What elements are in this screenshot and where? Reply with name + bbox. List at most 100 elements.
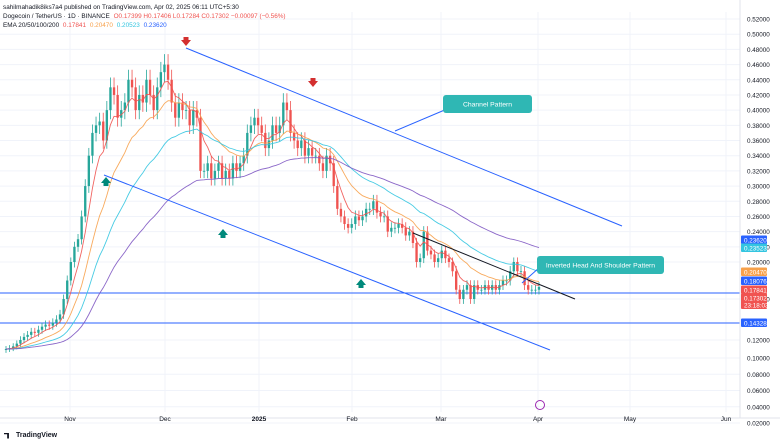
time-tick-label: Mar [435, 416, 447, 423]
candle-body [138, 94, 141, 111]
price-tick-label: 0.42000 [747, 92, 770, 99]
candle-body [235, 163, 238, 171]
candle-body [48, 324, 51, 326]
candle-body [364, 208, 368, 217]
candle-body [156, 87, 159, 111]
symbol-text[interactable]: Dogecoin / TetherUS · 1D · BINANCE [3, 13, 110, 20]
candle-body [519, 271, 523, 273]
candle-body [192, 110, 195, 126]
candle-body [433, 254, 436, 262]
tradingview-logo-icon [4, 432, 9, 439]
candle-body [386, 216, 389, 232]
ema-lines [5, 80, 540, 350]
candle-body [91, 132, 94, 156]
price-tick-label: 0.28000 [747, 199, 770, 206]
price-axis[interactable]: 0.52000 0.50000 0.48000 0.46000 0.44000 0.420… [739, 0, 770, 428]
candle-body [418, 258, 422, 262]
candle-body [436, 258, 440, 262]
candle-body [116, 94, 119, 118]
price-tag [741, 285, 767, 294]
candle-body [141, 94, 145, 103]
candle-body [84, 186, 87, 217]
candle-body [58, 314, 62, 320]
down-arrow-icon [308, 78, 318, 87]
candle-body [321, 163, 325, 171]
price-tag [741, 300, 767, 309]
candle-body [260, 125, 263, 133]
candle-body [210, 163, 213, 179]
time-tick-label: 2025 [252, 416, 267, 423]
price-tick-label: 0.20000 [747, 260, 770, 267]
candle-body [62, 299, 65, 315]
candle-body [473, 285, 476, 299]
price-tick-label: 0.04000 [747, 404, 770, 411]
candle-body [454, 271, 458, 290]
candle-body [184, 110, 188, 111]
candle-body [256, 117, 260, 126]
candle-body [480, 289, 483, 291]
candle-body [188, 110, 191, 126]
candle-body [181, 102, 184, 111]
candle-body [300, 140, 303, 149]
candle-body [199, 117, 202, 171]
candle-body [44, 324, 47, 327]
candle-body [33, 331, 36, 333]
candle-body [426, 231, 429, 251]
candle-body [12, 346, 15, 349]
candle-body [134, 87, 137, 111]
candle-body [447, 258, 451, 262]
candle-body [80, 216, 83, 240]
candle-body [325, 155, 328, 171]
price-tag [741, 276, 767, 285]
price-tick-label: 0.50000 [747, 32, 770, 39]
grid [0, 12, 740, 424]
candle-body [278, 125, 281, 133]
up-arrow-icon [218, 229, 228, 238]
price-tag-label: 0.18076 [744, 278, 767, 285]
candle-body [246, 132, 249, 156]
channel-callout-line [394, 108, 448, 132]
price-tick-label: 0.48000 [747, 47, 770, 54]
ema50-line [5, 100, 540, 350]
price-tag-label: 0.20470 [744, 269, 767, 276]
candle-body [231, 163, 235, 179]
candle-body [120, 110, 123, 118]
candle-body [274, 125, 278, 133]
candle-body [534, 289, 537, 291]
candle-body [159, 72, 163, 88]
price-tag-label: 0.23620 [744, 237, 767, 244]
candle-body [166, 64, 170, 80]
candle-body [368, 208, 371, 210]
ohlc-text: O0.17399 H0.17406 L0.17284 C0.17302 −0.0… [113, 13, 286, 20]
price-tick-label: 0.12000 [747, 338, 770, 345]
candle-body [501, 280, 505, 286]
time-axis[interactable]: Nov Dec 2025 Feb Mar Apr May Jun [0, 416, 780, 423]
candle-body [109, 87, 112, 111]
ema-label[interactable]: EMA 20/50/100/200 [3, 22, 60, 29]
price-tick-label: 0.30000 [747, 184, 770, 191]
tradingview-logo[interactable]: TradingView [4, 432, 57, 439]
candle-body [332, 163, 335, 187]
candle-body [339, 208, 343, 217]
candle-body [336, 186, 339, 209]
candle-body [213, 170, 217, 179]
candle-body [76, 239, 80, 247]
candle-body [69, 262, 72, 281]
price-tick-label: 0.36000 [747, 138, 770, 145]
candle-body [30, 331, 33, 335]
candle-body [458, 289, 461, 299]
candle-body [307, 148, 310, 156]
price-tick-label: 0.26000 [747, 214, 770, 221]
arrow-markers [101, 37, 366, 288]
candle-body [264, 132, 267, 149]
channel-upper-line [185, 47, 623, 227]
ema20-value: 0.17841 [62, 22, 87, 29]
candle-body [51, 322, 54, 326]
candle-body [375, 201, 379, 213]
price-tag [741, 235, 767, 244]
ema200-line [6, 157, 540, 350]
price-tick-label: 0.46000 [747, 62, 770, 69]
price-tag-label: 0.17302 [744, 295, 767, 302]
event-icon [535, 400, 545, 410]
